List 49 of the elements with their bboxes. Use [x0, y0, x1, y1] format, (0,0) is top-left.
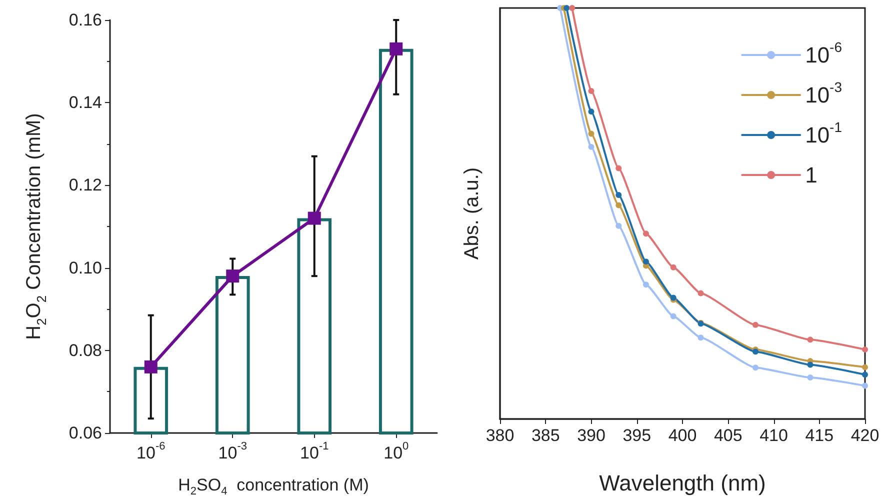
point	[752, 364, 758, 371]
point	[569, 5, 576, 11]
point	[807, 374, 814, 380]
y-axis-title: Abs. (a.u.)	[461, 167, 483, 260]
y-tick-label: 0.08	[68, 340, 102, 360]
point	[588, 144, 594, 150]
y-tick-label: 0.10	[68, 258, 102, 278]
point	[616, 222, 622, 229]
point	[807, 362, 814, 368]
point	[862, 346, 868, 353]
point	[698, 290, 704, 296]
x-tick-label: 420	[850, 426, 880, 445]
x-tick-label: 385	[531, 426, 560, 445]
point	[698, 334, 704, 341]
point	[862, 372, 868, 378]
legend-label: 1	[805, 162, 818, 188]
point	[643, 282, 649, 288]
point	[862, 382, 868, 389]
point	[643, 230, 649, 237]
x-tick-label: 380	[486, 426, 514, 445]
point	[588, 108, 594, 115]
point	[616, 165, 622, 172]
x-tick-label: 390	[577, 426, 606, 445]
point	[807, 336, 814, 343]
point	[308, 212, 321, 225]
point	[616, 202, 622, 208]
point	[670, 313, 676, 320]
point	[144, 360, 158, 374]
point	[643, 258, 649, 265]
y-tick-label: 0.14	[68, 93, 102, 112]
x-tick-label: 400	[668, 426, 697, 445]
y-tick-label: 0.16	[68, 10, 102, 30]
point	[752, 322, 758, 328]
point	[564, 5, 570, 11]
y-tick-label: 0.06	[68, 424, 102, 442]
point	[862, 364, 868, 370]
x-axis-title: Wavelength (nm)	[599, 470, 766, 496]
point	[226, 270, 240, 283]
point	[390, 42, 403, 56]
x-tick-label: 395	[622, 426, 652, 445]
x-tick-label: 410	[760, 426, 788, 445]
point	[588, 130, 594, 137]
point	[670, 264, 676, 270]
point	[616, 192, 622, 198]
x-tick-label: 405	[714, 426, 742, 445]
y-tick-label: 0.12	[68, 176, 102, 195]
point	[588, 88, 594, 94]
x-tick-label: 415	[805, 426, 834, 445]
y-axis-title: H2O2 Concentration (mM)	[23, 113, 49, 340]
